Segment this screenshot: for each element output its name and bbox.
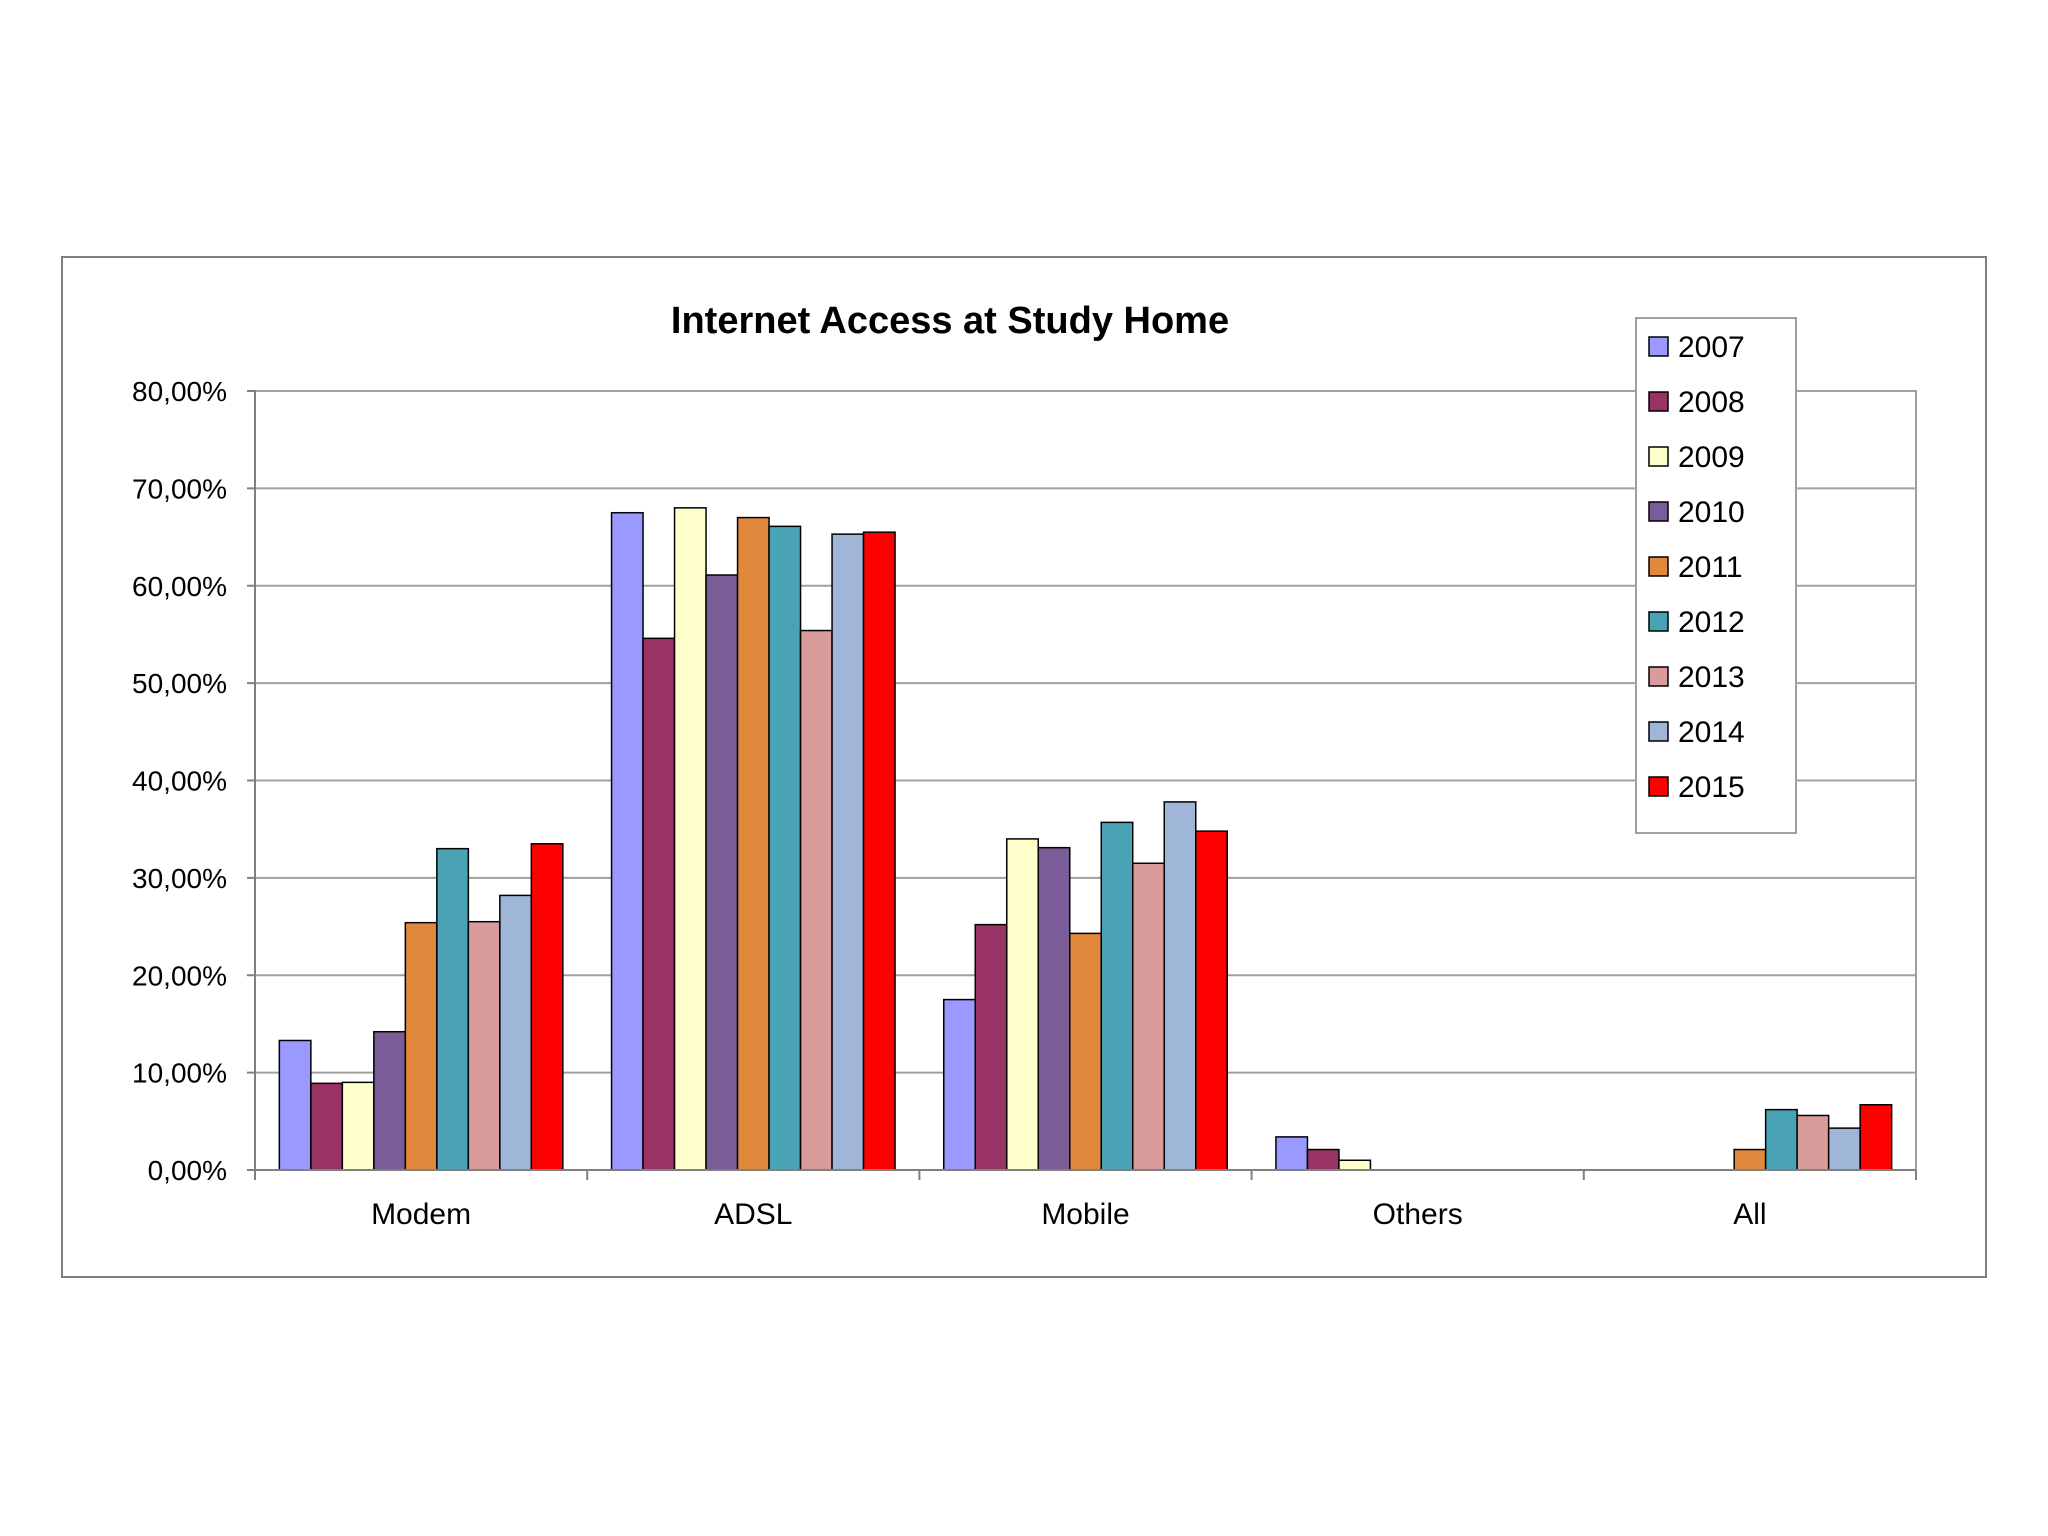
y-tick-label: 80,00% [132, 376, 227, 407]
bar-all-2014 [1827, 1127, 1861, 1171]
bar-adsl-2014 [831, 533, 865, 1171]
bar-adsl-2011 [736, 516, 770, 1171]
y-axis: 0,00% 10,00% 20,00% 30,00% 40,00% 50,00% 60,00… [132, 376, 255, 1186]
bar-adsl-2013 [799, 629, 833, 1171]
bar-all-2013 [1796, 1114, 1830, 1171]
legend-swatch-2009 [1648, 446, 1669, 467]
chart-svg: Internet Access at Study Home 0,00% 10,00… [132, 300, 1917, 1231]
bar-modem-2013 [467, 920, 501, 1171]
x-tick-label-all: All [1733, 1198, 1766, 1231]
bar-mobile-2011 [1069, 932, 1102, 1171]
chart-title: Internet Access at Study Home [671, 300, 1229, 342]
y-tick-label: 40,00% [132, 766, 227, 797]
legend-swatch-2012 [1648, 611, 1669, 632]
bar-modem-2014 [499, 894, 533, 1171]
legend: 2007 2008 2009 2010 2011 2012 2013 2014 2015 [1635, 317, 1797, 834]
bar-modem-2008 [310, 1082, 344, 1171]
chart-frame: Internet Access at Study Home 0,00% 10,00… [61, 256, 1987, 1278]
bar-mobile-2015 [1195, 830, 1228, 1171]
legend-label-2012: 2012 [1678, 606, 1745, 639]
x-axis: Modem ADSL Mobile Others All [254, 391, 1917, 1231]
y-tick-label: 20,00% [132, 960, 227, 991]
y-tick-label: 50,00% [132, 668, 227, 699]
bar-all-2015 [1859, 1104, 1893, 1171]
y-tick-label: 60,00% [132, 571, 227, 602]
bar-mobile-2009 [1006, 838, 1039, 1171]
legend-swatch-2014 [1648, 721, 1669, 742]
bar-others-2008 [1306, 1148, 1340, 1171]
x-tick-label-adsl: ADSL [714, 1198, 792, 1231]
bar-adsl-2007 [610, 511, 644, 1171]
bar-all-2012 [1764, 1108, 1798, 1171]
bar-modem-2007 [278, 1039, 312, 1171]
legend-label-2015: 2015 [1678, 771, 1745, 804]
bar-adsl-2010 [705, 574, 739, 1171]
bar-modem-2010 [373, 1030, 407, 1171]
bar-mobile-2007 [943, 998, 976, 1171]
bar-adsl-2009 [673, 507, 707, 1171]
x-tick-label-others: Others [1373, 1198, 1463, 1231]
bar-mobile-2014 [1163, 801, 1197, 1171]
bar-mobile-2008 [974, 923, 1008, 1171]
bar-adsl-2012 [768, 525, 802, 1171]
bar-adsl-2015 [862, 531, 896, 1171]
bar-modem-2012 [436, 847, 470, 1171]
bars [278, 507, 1893, 1171]
legend-swatch-2008 [1648, 391, 1669, 412]
legend-label-2014: 2014 [1678, 716, 1745, 749]
legend-swatch-2015 [1648, 776, 1669, 797]
bar-all-2011 [1733, 1148, 1767, 1171]
x-tick-label-modem: Modem [371, 1198, 471, 1231]
legend-label-2011: 2011 [1678, 551, 1743, 584]
bar-others-2007 [1275, 1136, 1309, 1171]
legend-label-2009: 2009 [1678, 441, 1745, 474]
bar-modem-2009 [341, 1081, 375, 1171]
bar-modem-2015 [530, 843, 564, 1171]
bar-mobile-2013 [1132, 862, 1165, 1171]
legend-swatch-2010 [1648, 501, 1669, 522]
y-tick-label: 10,00% [132, 1058, 227, 1089]
bar-mobile-2010 [1037, 846, 1071, 1171]
legend-swatch-2007 [1648, 336, 1669, 357]
legend-swatch-2013 [1648, 666, 1669, 687]
legend-label-2008: 2008 [1678, 386, 1745, 419]
y-tick-label: 70,00% [132, 473, 227, 504]
legend-label-2010: 2010 [1678, 496, 1745, 529]
bar-adsl-2008 [642, 637, 676, 1171]
legend-label-2013: 2013 [1678, 661, 1745, 694]
bar-modem-2011 [404, 921, 438, 1171]
bar-others-2009 [1338, 1159, 1372, 1171]
bar-mobile-2012 [1100, 821, 1134, 1171]
y-tick-label: 0,00% [148, 1155, 227, 1186]
y-tick-label: 30,00% [132, 863, 227, 894]
x-tick-label-mobile: Mobile [1041, 1198, 1129, 1231]
legend-swatch-2011 [1648, 556, 1669, 577]
legend-label-2007: 2007 [1678, 331, 1745, 364]
